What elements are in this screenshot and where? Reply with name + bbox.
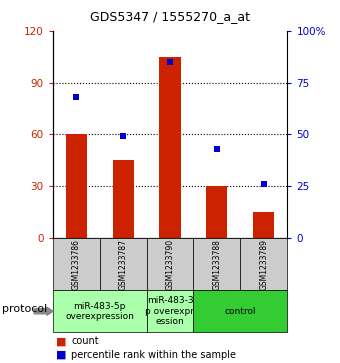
Text: ■: ■ bbox=[56, 336, 67, 346]
Text: GSM1233790: GSM1233790 bbox=[166, 238, 174, 290]
Text: miR-483-5p
overexpression: miR-483-5p overexpression bbox=[65, 302, 134, 321]
Point bbox=[73, 94, 79, 100]
Text: count: count bbox=[71, 336, 99, 346]
Text: GSM1233788: GSM1233788 bbox=[212, 238, 221, 290]
Text: protocol: protocol bbox=[2, 305, 47, 314]
Text: control: control bbox=[225, 307, 256, 316]
Point bbox=[261, 181, 267, 187]
Text: ■: ■ bbox=[56, 350, 67, 360]
Text: GSM1233786: GSM1233786 bbox=[72, 238, 81, 290]
Bar bbox=[253, 212, 274, 238]
Text: percentile rank within the sample: percentile rank within the sample bbox=[71, 350, 236, 360]
Text: GDS5347 / 1555270_a_at: GDS5347 / 1555270_a_at bbox=[90, 10, 250, 23]
Point bbox=[214, 146, 220, 152]
Text: GSM1233787: GSM1233787 bbox=[119, 238, 128, 290]
Text: miR-483-3
p overexpr
ession: miR-483-3 p overexpr ession bbox=[146, 296, 194, 326]
Bar bbox=[206, 186, 227, 238]
Text: GSM1233789: GSM1233789 bbox=[259, 238, 268, 290]
Bar bbox=[113, 160, 134, 238]
Bar bbox=[159, 57, 181, 238]
Bar bbox=[66, 134, 87, 238]
Point bbox=[167, 59, 173, 65]
Point bbox=[120, 134, 126, 139]
